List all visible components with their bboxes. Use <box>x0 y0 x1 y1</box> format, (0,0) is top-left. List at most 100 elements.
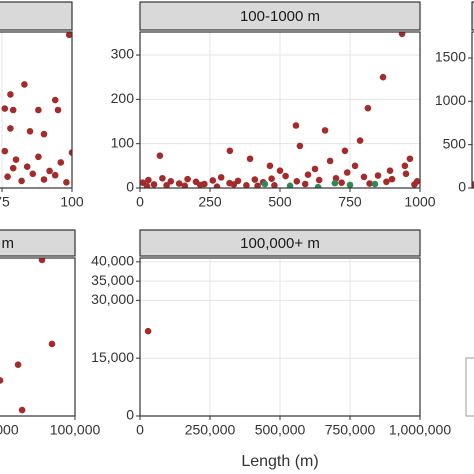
y-tick-label: 0 <box>458 179 466 195</box>
point <box>51 171 59 179</box>
point <box>374 172 382 179</box>
point <box>401 162 409 170</box>
point <box>46 167 53 175</box>
panel-background <box>472 32 474 188</box>
point <box>1 147 9 155</box>
y-tick-label: 30,000 <box>91 291 134 307</box>
point <box>315 176 323 184</box>
point <box>54 106 62 114</box>
point <box>251 176 259 183</box>
strip <box>0 1 73 31</box>
x-tick-label: 100,000 <box>50 422 101 438</box>
point <box>48 340 56 348</box>
point <box>68 149 72 156</box>
point <box>230 181 238 188</box>
point <box>26 127 34 135</box>
point <box>150 181 158 188</box>
point <box>311 165 319 173</box>
point <box>209 177 217 184</box>
point <box>246 155 254 163</box>
x-tick-label: 75,000 <box>0 422 19 438</box>
y-tick-label: 500 <box>443 135 467 151</box>
point <box>292 122 300 129</box>
point <box>40 130 48 138</box>
point <box>360 173 368 181</box>
y-tick-label: 35,000 <box>91 272 134 288</box>
point <box>321 127 329 134</box>
point <box>159 174 166 182</box>
strip <box>471 1 474 31</box>
point <box>293 178 301 185</box>
point <box>57 159 65 166</box>
x-tick-label: 500,000 <box>255 422 306 438</box>
point <box>163 182 170 188</box>
y-tick-label: 15,000 <box>91 349 134 365</box>
point <box>304 171 312 179</box>
point <box>156 152 164 159</box>
point <box>7 125 14 132</box>
y-tick-label: 200 <box>111 90 135 106</box>
point <box>12 156 20 163</box>
points <box>0 258 56 414</box>
panel-border <box>139 31 421 189</box>
x-axis-title: Length (m) <box>241 453 318 470</box>
x-tick-label: 100 <box>60 194 84 210</box>
y-tick-label: 40,000 <box>91 253 134 269</box>
point <box>21 81 28 88</box>
point <box>326 157 334 165</box>
point <box>366 180 373 187</box>
point <box>7 91 14 98</box>
strip-title: 100,000+ m <box>240 235 320 252</box>
points <box>1 32 72 186</box>
point <box>213 183 221 188</box>
point <box>196 181 204 188</box>
point <box>35 153 42 161</box>
y-tick-label: 100 <box>111 134 135 150</box>
x-tick-label: 75 <box>0 194 10 210</box>
strip-title: 100-1000 m <box>240 8 320 25</box>
point <box>0 377 4 384</box>
point <box>9 106 17 114</box>
point <box>63 179 70 186</box>
y-tick-label: 0 <box>126 407 134 423</box>
point <box>411 181 418 188</box>
point <box>271 182 278 188</box>
point <box>14 361 22 368</box>
point <box>23 163 31 171</box>
point <box>51 96 59 104</box>
y-tick-label: 1000 <box>435 92 466 108</box>
point <box>341 147 349 155</box>
point <box>243 182 250 188</box>
point <box>65 32 72 39</box>
point <box>184 175 191 183</box>
panel-border <box>0 257 76 417</box>
point <box>254 182 261 188</box>
point <box>143 182 151 188</box>
point <box>217 174 225 181</box>
point <box>40 176 48 183</box>
point <box>29 170 37 178</box>
points <box>140 32 420 188</box>
point <box>356 137 364 144</box>
point <box>261 180 269 188</box>
point <box>351 162 359 170</box>
y-tick-label: 300 <box>111 46 135 62</box>
strip-background <box>0 1 73 31</box>
x-tick-label: 750,000 <box>325 422 376 438</box>
point <box>286 182 294 188</box>
point <box>144 327 152 335</box>
point <box>402 170 410 178</box>
point <box>18 177 25 185</box>
point <box>266 162 274 170</box>
point <box>346 181 354 188</box>
panel-border <box>471 31 474 189</box>
y-tick-label: 0 <box>126 179 134 195</box>
panel-background <box>0 258 75 416</box>
panel-border <box>0 31 73 189</box>
point <box>386 167 394 175</box>
point <box>388 175 396 183</box>
point <box>379 73 387 81</box>
x-tick-label: 1000 <box>404 194 435 210</box>
x-tick-label: 250 <box>198 194 222 210</box>
